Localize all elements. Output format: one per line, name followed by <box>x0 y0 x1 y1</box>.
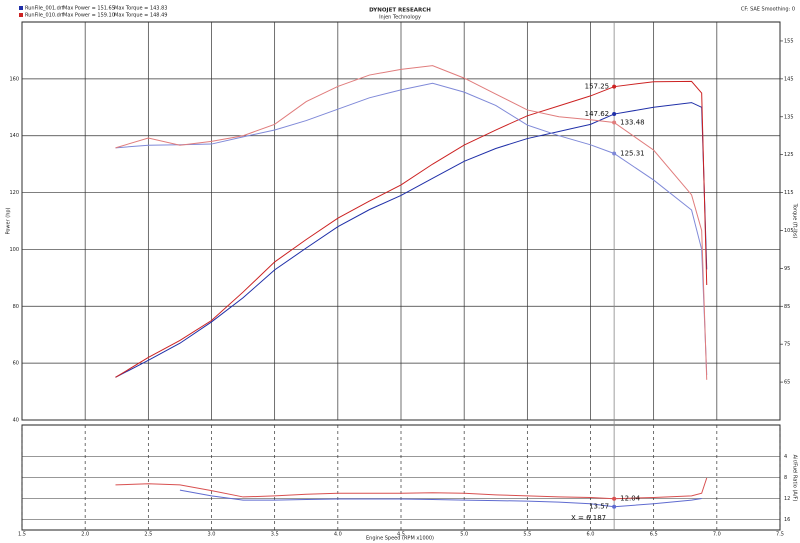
y3-tick-label: 12 <box>784 496 790 502</box>
y2-tick-label: 135 <box>784 114 794 120</box>
curve <box>115 102 708 378</box>
cursor-value: 157.25 <box>585 83 610 91</box>
y2-axis-title: Torque (ft-lbs) <box>792 203 798 239</box>
curve <box>115 82 708 375</box>
x-tick-label: 2.5 <box>144 532 152 538</box>
cursor-value: 133.48 <box>620 119 645 127</box>
y3-axis-title: Air/Fuel Ratio (A/F) <box>792 455 798 502</box>
legend-note: Max Power = 151.65 <box>63 6 115 12</box>
y-tick-label: 60 <box>13 361 19 367</box>
y2-tick-label: 85 <box>784 304 790 310</box>
y2-tick-label: 115 <box>784 190 794 196</box>
cursor-label: X = 6.187 <box>571 514 606 522</box>
y2-tick-label: 145 <box>784 76 794 82</box>
y2-tick-label: 75 <box>784 342 790 348</box>
curve <box>115 80 708 378</box>
x-tick-label: 2.0 <box>81 532 89 538</box>
legend-note: Max Torque = 148.49 <box>114 13 167 19</box>
y-tick-label: 100 <box>9 247 19 253</box>
x-tick-label: 6.0 <box>587 532 595 538</box>
cursor-value: 125.31 <box>620 149 645 157</box>
y2-tick-label: 105 <box>784 228 794 234</box>
legend-entry: RunFile_001.drf <box>25 6 64 12</box>
curve <box>115 477 708 500</box>
cursor-marker <box>612 496 617 501</box>
company: DYNOJET RESEARCH <box>369 8 431 14</box>
legend-entry: RunFile_010.drf <box>25 13 64 19</box>
cursor-value: 13.57 <box>589 503 609 511</box>
curve <box>115 65 708 380</box>
cursor-value: 147.62 <box>585 110 610 118</box>
x-tick-label: 3.0 <box>208 532 216 538</box>
x-axis-title: Engine Speed (RPM x1000) <box>366 536 434 542</box>
x-tick-label: 6.5 <box>650 532 658 538</box>
curve <box>179 489 702 508</box>
cursor-marker <box>612 84 617 89</box>
legend-note: Max Power = 159.10 <box>63 13 115 19</box>
legend-note: Max Torque = 143.83 <box>114 6 167 12</box>
legend-swatch <box>19 13 23 17</box>
y2-tick-label: 125 <box>784 152 794 158</box>
y-tick-label: 120 <box>9 190 19 196</box>
x-tick-label: 4.0 <box>334 532 342 538</box>
cursor-marker <box>612 112 617 117</box>
cursor-value: 12.04 <box>620 495 641 503</box>
x-tick-label: 1.5 <box>18 532 26 538</box>
x-tick-label: 5.5 <box>523 532 531 538</box>
customer: Injen Technology <box>379 15 421 21</box>
cursor-marker <box>612 151 617 156</box>
x-tick-label: 7.0 <box>713 532 721 538</box>
y2-tick-label: 65 <box>784 380 790 386</box>
y-axis-title: Power (hp) <box>6 207 12 234</box>
y2-tick-label: 95 <box>784 266 790 272</box>
settings: CF: SAE Smoothing: 0 <box>741 7 795 13</box>
y2-tick-label: 155 <box>784 38 794 44</box>
y-tick-label: 40 <box>13 418 19 424</box>
y3-tick-label: 4 <box>784 454 787 460</box>
x-tick-label: 7.5 <box>776 532 784 538</box>
y3-tick-label: 8 <box>784 475 787 481</box>
x-tick-label: 4.5 <box>397 532 405 538</box>
cursor-marker <box>612 504 617 509</box>
y-tick-label: 160 <box>9 76 19 82</box>
x-tick-label: 5.0 <box>460 532 468 538</box>
cursor-marker <box>612 120 617 125</box>
x-tick-label: 3.5 <box>271 532 279 538</box>
legend-swatch <box>19 6 23 10</box>
y3-tick-label: 16 <box>784 517 790 523</box>
y-tick-label: 80 <box>13 304 19 310</box>
y-tick-label: 140 <box>9 133 19 139</box>
